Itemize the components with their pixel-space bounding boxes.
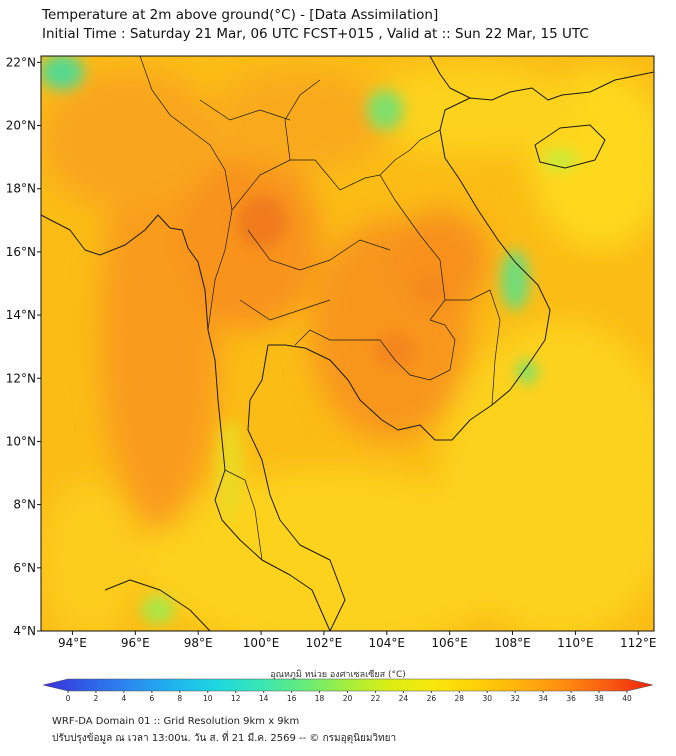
x-tick-label: 102°E — [306, 636, 343, 650]
colorbar-tick-label: 16 — [287, 694, 297, 703]
colorbar-tick-label: 26 — [427, 694, 437, 703]
colorbar-tick-label: 14 — [259, 694, 269, 703]
x-tick-label: 104°E — [369, 636, 406, 650]
colorbar: 0 2 4 6 8 10 12 14 16 18 20 22 24 26 28 30 32 34 36 38 40 — [42, 678, 654, 703]
colorbar-tick-label: 20 — [343, 694, 353, 703]
map-title: Temperature at 2m above ground(°C) - [Da… — [42, 7, 439, 23]
colorbar-tick-label: 36 — [566, 694, 576, 703]
colorbar-tick-label: 34 — [538, 694, 548, 703]
colorbar-tick-label: 18 — [315, 694, 325, 703]
temperature-field — [41, 56, 654, 631]
colorbar-tick-label: 24 — [399, 694, 409, 703]
colorbar-tick-label: 2 — [94, 694, 99, 703]
y-tick-label: 22°N — [6, 55, 36, 69]
longitude-axis: 94°E 96°E 98°E 100°E 102°E 104°E 106°E 108°E 110… — [58, 631, 657, 650]
colorbar-tick-label: 8 — [177, 694, 182, 703]
colorbar-tick-label: 32 — [510, 694, 520, 703]
update-info: ปรับปรุงข้อมูล ณ เวลา 13:00น. วัน ส. ที่… — [52, 733, 397, 744]
colorbar-tick-label: 10 — [203, 694, 213, 703]
y-tick-label: 20°N — [6, 119, 36, 133]
model-info: WRF-DA Domain 01 :: Grid Resolution 9km … — [52, 716, 300, 727]
x-tick-label: 98°E — [184, 636, 213, 650]
colorbar-label: อุณหภูมิ หน่วย องศาเซลเซียส (°C) — [270, 670, 406, 680]
x-tick-label: 112°E — [620, 636, 657, 650]
y-tick-label: 6°N — [13, 561, 36, 575]
borders — [139, 56, 501, 561]
colorbar-tick-label: 4 — [122, 694, 127, 703]
colorbar-tick-label: 30 — [482, 694, 492, 703]
colorbar-tick-label: 0 — [66, 694, 71, 703]
colorbar-tick-label: 12 — [231, 694, 241, 703]
x-tick-label: 96°E — [121, 636, 150, 650]
coastline — [41, 56, 654, 631]
map-subtitle: Initial Time : Saturday 21 Mar, 06 UTC F… — [42, 26, 589, 42]
x-tick-label: 106°E — [431, 636, 468, 650]
y-tick-label: 18°N — [6, 182, 36, 196]
map-frame — [40, 55, 655, 632]
colorbar-tick-label: 38 — [594, 694, 604, 703]
colorbar-tick-label: 6 — [149, 694, 154, 703]
y-tick-label: 4°N — [13, 624, 36, 638]
y-tick-label: 16°N — [6, 245, 36, 259]
x-tick-label: 94°E — [58, 636, 87, 650]
latitude-axis: 22°N 20°N 18°N 16°N 14°N 12°N 10°N 8°N 6°N 4°N — [6, 55, 41, 638]
y-tick-label: 8°N — [13, 498, 36, 512]
colorbar-tick-label: 40 — [622, 694, 632, 703]
colorbar-tick-label: 28 — [455, 694, 465, 703]
y-tick-label: 12°N — [6, 371, 36, 385]
x-tick-label: 110°E — [557, 636, 594, 650]
y-tick-label: 14°N — [6, 308, 36, 322]
colorbar-tick-label: 22 — [371, 694, 381, 703]
x-tick-label: 100°E — [243, 636, 280, 650]
x-tick-label: 108°E — [494, 636, 531, 650]
y-tick-label: 10°N — [6, 434, 36, 448]
